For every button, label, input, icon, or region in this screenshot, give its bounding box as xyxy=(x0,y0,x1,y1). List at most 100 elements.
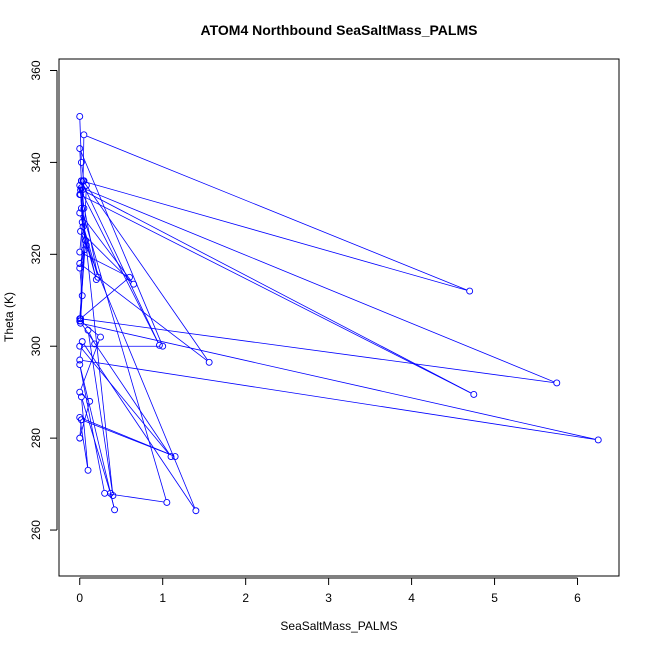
data-point xyxy=(84,466,92,474)
data-point xyxy=(205,358,213,366)
series-segment xyxy=(79,188,98,275)
series-segment xyxy=(81,399,110,491)
y-tick-label: 260 xyxy=(29,520,43,540)
data-point xyxy=(76,315,84,323)
x-tick-label: 4 xyxy=(408,591,415,605)
data-point xyxy=(109,492,117,500)
series-segment xyxy=(81,323,170,455)
series-segment xyxy=(83,343,195,509)
y-tick-label: 360 xyxy=(29,60,43,80)
data-point xyxy=(92,276,100,284)
series-segment xyxy=(84,191,472,394)
data-point xyxy=(76,388,84,396)
data-point xyxy=(80,204,88,212)
data-point xyxy=(470,391,478,398)
series-segment xyxy=(84,183,208,361)
data-point xyxy=(97,333,104,341)
series-segment xyxy=(80,137,85,318)
data-point xyxy=(82,181,90,189)
y-tick-label: 300 xyxy=(29,336,43,356)
series-segment xyxy=(81,348,170,455)
data-point xyxy=(81,246,89,254)
data-point xyxy=(553,379,561,387)
series-segment xyxy=(79,188,114,493)
series-segment xyxy=(80,151,162,344)
y-axis: 260 280 300 320 340 360 xyxy=(29,60,58,540)
data-point xyxy=(76,112,84,120)
data-point xyxy=(84,326,92,334)
data-point xyxy=(130,280,138,288)
series-segment xyxy=(79,420,88,468)
x-tick-label: 0 xyxy=(76,591,83,605)
data-point xyxy=(94,273,102,281)
series-segment xyxy=(81,192,159,343)
data-point xyxy=(77,393,85,401)
data-point xyxy=(171,453,179,460)
y-tick-label: 280 xyxy=(29,428,43,448)
series-segment xyxy=(88,332,94,342)
series-segment xyxy=(81,233,196,509)
data-point xyxy=(77,158,85,166)
series-segment xyxy=(82,360,596,440)
series-segment xyxy=(81,265,208,361)
series-segment xyxy=(82,183,159,343)
x-tick-label: 6 xyxy=(574,591,581,605)
data-point xyxy=(159,342,167,350)
series-segment xyxy=(107,493,164,503)
data-point xyxy=(82,237,89,244)
series-segment xyxy=(82,278,128,318)
data-point xyxy=(466,287,474,295)
y-tick-label: 320 xyxy=(29,244,43,264)
data-point xyxy=(76,145,84,153)
data-point xyxy=(86,397,94,405)
series-segment xyxy=(81,399,89,468)
series-segment xyxy=(80,215,98,275)
series-segment xyxy=(84,181,467,291)
x-tick-label: 2 xyxy=(242,591,249,605)
data-point xyxy=(76,434,84,442)
series-layer xyxy=(76,112,602,515)
data-point xyxy=(76,191,84,199)
series-segment xyxy=(79,344,83,358)
x-axis: 0 1 2 3 4 5 6 xyxy=(76,577,581,605)
data-point xyxy=(155,341,163,349)
data-point xyxy=(594,436,602,444)
data-point xyxy=(192,507,200,515)
data-point xyxy=(77,319,85,327)
x-tick-label: 3 xyxy=(325,591,332,605)
series-segment xyxy=(83,323,596,440)
series-segment xyxy=(81,215,133,283)
data-point xyxy=(77,227,85,235)
data-point xyxy=(111,506,119,514)
data-point xyxy=(77,416,85,424)
data-point xyxy=(78,218,86,226)
series-segment xyxy=(79,367,105,491)
data-point xyxy=(76,356,84,364)
data-point xyxy=(76,260,84,267)
data-point xyxy=(76,181,84,189)
y-axis-label: Theta (K) xyxy=(2,292,16,342)
series-segment xyxy=(84,188,555,383)
data-point xyxy=(76,264,84,272)
x-axis-label: SeaSaltMass_PALMS xyxy=(280,619,397,633)
y-tick-label: 340 xyxy=(29,152,43,172)
series-segment xyxy=(82,318,554,383)
data-point xyxy=(101,489,109,497)
data-point xyxy=(80,131,88,139)
plot-frame xyxy=(58,58,620,577)
chart-title: ATOM4 Northbound SeaSaltMass_PALMS xyxy=(201,22,478,38)
series-segment xyxy=(86,135,468,291)
data-point xyxy=(126,273,133,281)
series-segment xyxy=(79,151,82,178)
data-point xyxy=(78,338,86,346)
data-point xyxy=(167,453,175,460)
data-point xyxy=(77,204,85,212)
series-segment xyxy=(88,333,113,493)
data-point xyxy=(78,292,86,300)
data-point xyxy=(82,241,90,249)
data-point xyxy=(76,209,84,217)
series-segment xyxy=(81,211,167,500)
